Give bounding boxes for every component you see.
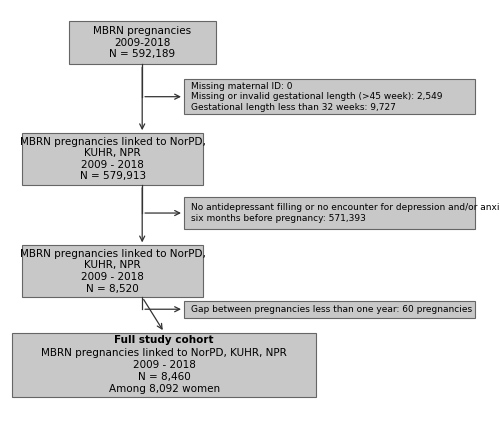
Text: No antidepressant filling or no encounter for depression and/or anxiety in the
s: No antidepressant filling or no encounte…	[191, 204, 500, 223]
Bar	[184, 301, 476, 318]
Bar	[22, 133, 204, 185]
Bar	[184, 198, 476, 229]
Text: N = 8,460: N = 8,460	[138, 372, 190, 382]
Text: Among 8,092 women: Among 8,092 women	[108, 384, 220, 394]
Text: 2009 - 2018: 2009 - 2018	[133, 360, 196, 370]
Text: MBRN pregnancies linked to NorPD,
KUHR, NPR
2009 - 2018
N = 8,520: MBRN pregnancies linked to NorPD, KUHR, …	[20, 249, 206, 293]
Text: MBRN pregnancies linked to NorPD,
KUHR, NPR
2009 - 2018
N = 579,913: MBRN pregnancies linked to NorPD, KUHR, …	[20, 137, 206, 181]
Bar	[12, 332, 316, 397]
Text: Missing maternal ID: 0
Missing or invalid gestational length (>45 week): 2,549
G: Missing maternal ID: 0 Missing or invali…	[191, 82, 442, 112]
Text: Gap between pregnancies less than one year: 60 pregnancies: Gap between pregnancies less than one ye…	[191, 305, 472, 314]
Text: Full study cohort: Full study cohort	[114, 335, 214, 346]
Text: MBRN pregnancies linked to NorPD, KUHR, NPR: MBRN pregnancies linked to NorPD, KUHR, …	[42, 348, 287, 357]
Bar	[22, 245, 204, 297]
Text: MBRN pregnancies
2009-2018
N = 592,189: MBRN pregnancies 2009-2018 N = 592,189	[93, 26, 192, 59]
Bar	[68, 21, 216, 64]
Bar	[184, 79, 476, 114]
